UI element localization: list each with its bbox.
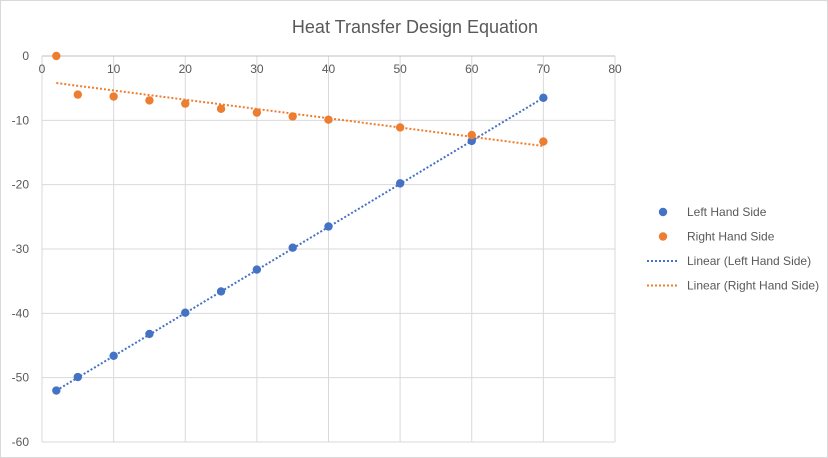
x-tick-label: 20 [179,62,193,76]
data-point [73,90,83,99]
data-point [109,92,118,101]
data-point [395,123,405,132]
trendline [56,82,544,148]
plot-grid [41,56,616,443]
data-point [52,51,61,61]
data-point [467,130,476,140]
legend-marker [658,232,668,241]
trendlines [55,82,544,392]
data-point [73,372,83,382]
data-point [52,386,61,395]
plot-axes: 0 10 20 30 40 50 60 70 80 0 -10 -20 -30 -40 -50 -60 [12,49,622,449]
data-point [216,287,226,296]
chart-title: Heat Transfer Design Equation [292,17,538,37]
data-point [109,351,118,360]
y-tick-label: -20 [12,178,30,192]
x-tick-label: 60 [465,62,479,76]
legend-label: Linear (Right Hand Side) [687,279,819,293]
data-point [324,222,333,231]
data-point [181,99,190,108]
y-tick-label: -40 [12,306,30,320]
data-point [145,329,154,339]
x-tick-label: 40 [322,62,336,76]
data-point [288,243,297,252]
y-tick-label: -30 [12,242,30,256]
data-points [52,51,548,395]
data-point [539,137,548,146]
data-point [288,112,297,121]
y-tick-label: -50 [12,371,30,385]
legend-label: Linear (Left Hand Side) [687,254,811,268]
x-tick-label: 70 [537,62,551,76]
legend: Left Hand Side Right Hand Side Linear (Lef… [647,205,819,293]
x-tick-label: 30 [250,62,264,76]
x-tick-label: 10 [107,62,121,76]
y-tick-label: -60 [12,435,30,449]
x-tick-label: 0 [39,62,46,76]
legend-label: Right Hand Side [687,230,775,244]
data-point [145,96,154,105]
data-point [324,115,333,124]
data-point [252,108,262,117]
legend-marker [658,207,668,217]
data-point [216,104,226,113]
data-point [252,265,262,274]
data-point [395,179,405,188]
trendline [55,96,544,392]
y-tick-label: -10 [12,113,30,127]
data-point [467,136,476,146]
data-point [181,308,190,317]
x-tick-label: 80 [608,62,622,76]
y-tick-label: 0 [22,49,29,63]
legend-label: Left Hand Side [687,205,767,219]
x-tick-label: 50 [393,62,407,76]
data-point [539,93,548,103]
